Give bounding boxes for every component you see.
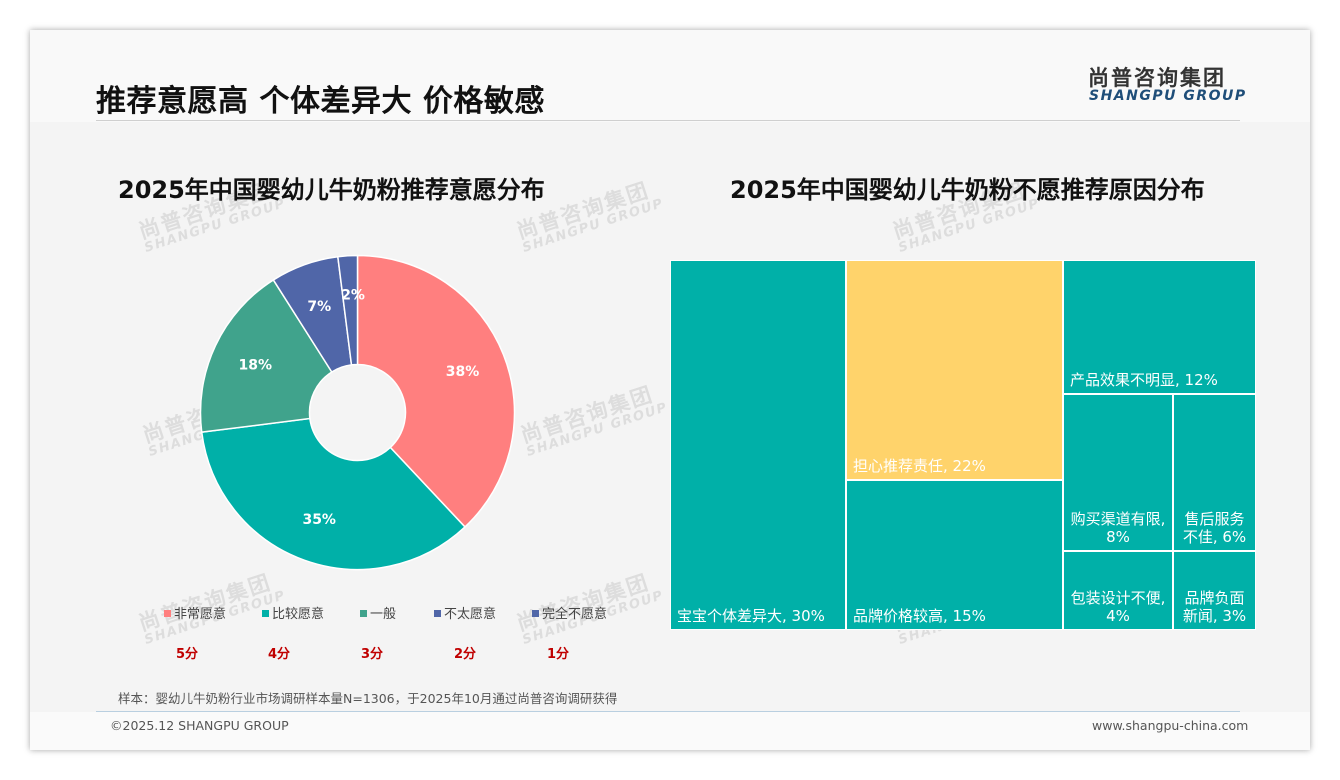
donut-legend: 非常愿意 比较愿意 一般 不太愿意 完全不愿意 (158, 600, 658, 670)
footer-divider (96, 711, 1240, 712)
donut-slice-very-willing (356, 254, 516, 529)
legend-swatch (434, 610, 441, 617)
treemap-tile-label: 宝宝个体差异大, 30% (677, 607, 825, 625)
treemap-tile-poor-after-sales: 售后服务 不佳, 6% (1173, 394, 1256, 551)
donut-slice-not-at-all-willing (336, 254, 359, 366)
donut-data-label: 2% (341, 288, 365, 304)
treemap-tile-baby-differences: 宝宝个体差异大, 30% (670, 260, 846, 630)
score-label: 5分 (176, 647, 199, 662)
donut-chart: 38% 35% 18% 7% 2% (199, 254, 516, 571)
donut-data-label: 38% (446, 364, 480, 380)
treemap-tile-label: 售后服务 不佳, 6% (1182, 510, 1247, 546)
treemap-tile-label: 担心推荐责任, 22% (853, 457, 986, 475)
website-link[interactable]: www.shangpu-china.com (1092, 718, 1249, 733)
legend-swatch (262, 610, 269, 617)
legend-item-very-willing: 非常愿意 (164, 603, 226, 622)
score-label: 2分 (454, 647, 477, 662)
logo-text-en: SHANGPU GROUP (1089, 88, 1247, 104)
treemap-tile-negative-news: 品牌负面 新闻, 3% (1173, 551, 1256, 630)
donut-data-label: 35% (302, 512, 336, 528)
legend-item-not-at-all-willing: 完全不愿意 (532, 603, 607, 622)
legend-swatch (532, 610, 539, 617)
copyright-text: ©2025.12 SHANGPU GROUP (110, 718, 289, 733)
slide: 推荐意愿高 个体差异大 价格敏感 尚普咨询集团 SHANGPU GROUP 尚普… (30, 30, 1310, 750)
treemap-tile-label: 购买渠道有限, 8% (1070, 510, 1166, 546)
treemap-tile-label: 产品效果不明显, 12% (1070, 371, 1218, 389)
donut-chart-title: 2025年中国婴幼儿牛奶粉推荐意愿分布 (118, 176, 545, 204)
title-divider (96, 120, 1240, 121)
donut-data-label: 18% (238, 357, 272, 373)
treemap-tile-recommendation-responsibility: 担心推荐责任, 22% (846, 260, 1063, 480)
treemap-tile-high-brand-price: 品牌价格较高, 15% (846, 480, 1063, 630)
donut-slice-fairly-willing (200, 417, 467, 571)
treemap-tile-label: 包装设计不便, 4% (1070, 589, 1166, 625)
donut-slice-neutral (199, 278, 333, 434)
legend-swatch (164, 610, 171, 617)
treemap-tile-packaging-design: 包装设计不便, 4% (1063, 551, 1173, 630)
treemap-tile-label: 品牌价格较高, 15% (853, 607, 986, 625)
sample-note: 样本：婴幼儿牛奶粉行业市场调研样本量N=1306，于2025年10月通过尚普咨询… (118, 691, 618, 706)
treemap-tile-label: 品牌负面 新闻, 3% (1182, 589, 1247, 625)
treemap-tile-unclear-effect: 产品效果不明显, 12% (1063, 260, 1256, 394)
treemap-title: 2025年中国婴幼儿牛奶粉不愿推荐原因分布 (730, 176, 1205, 204)
score-label: 3分 (361, 647, 384, 662)
legend-swatch (360, 610, 367, 617)
treemap-tile-limited-channels: 购买渠道有限, 8% (1063, 394, 1173, 551)
score-label: 1分 (547, 647, 570, 662)
treemap-chart: 宝宝个体差异大, 30% 担心推荐责任, 22% 品牌价格较高, 15% 产品效… (670, 260, 1256, 630)
legend-item-fairly-willing: 比较愿意 (262, 603, 324, 622)
page-title: 推荐意愿高 个体差异大 价格敏感 (96, 84, 545, 119)
legend-item-neutral: 一般 (360, 603, 396, 622)
slide-header (30, 30, 1310, 122)
legend-item-not-very-willing: 不太愿意 (434, 603, 496, 622)
score-label: 4分 (268, 647, 291, 662)
logo-text-cn: 尚普咨询集团 (1088, 66, 1226, 90)
footer-bar (30, 712, 1310, 750)
donut-data-label: 7% (307, 299, 331, 315)
